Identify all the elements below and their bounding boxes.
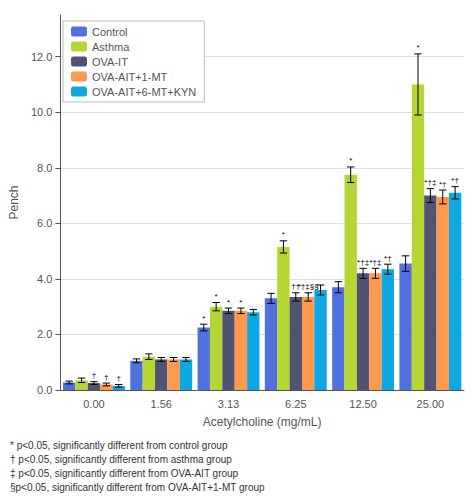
svg-text:3.13: 3.13: [218, 398, 239, 410]
svg-text:6.25: 6.25: [285, 398, 306, 410]
svg-text:† p<0.05, significantly differ: † p<0.05, significantly different from a…: [10, 454, 232, 465]
svg-text:Asthma: Asthma: [92, 41, 130, 53]
svg-text:§p<0.05, significantly differe: §p<0.05, significantly different from OV…: [10, 482, 265, 493]
svg-text:8.0: 8.0: [37, 162, 52, 174]
svg-text:*: *: [239, 298, 242, 307]
svg-text:*†‡: *†‡: [369, 258, 381, 267]
svg-text:*: *: [282, 230, 285, 239]
svg-text:4.0: 4.0: [37, 273, 52, 285]
svg-text:Control: Control: [92, 26, 127, 38]
svg-text:*: *: [215, 292, 218, 301]
svg-text:*†: *†: [439, 180, 447, 189]
svg-text:*†‡: *†‡: [357, 258, 369, 267]
svg-text:*†: *†: [384, 254, 392, 263]
svg-text:OVA-AIT+1-MT: OVA-AIT+1-MT: [92, 71, 168, 83]
svg-text:†: †: [92, 371, 96, 380]
svg-text:*: *: [416, 43, 419, 52]
svg-text:12.0: 12.0: [31, 51, 52, 63]
svg-text:1.56: 1.56: [151, 398, 172, 410]
svg-text:*†‡: *†‡: [424, 178, 436, 187]
svg-text:†: †: [104, 373, 108, 382]
svg-text:0.0: 0.0: [37, 384, 52, 396]
svg-text:10.0: 10.0: [31, 106, 52, 118]
svg-text:12.50: 12.50: [349, 398, 377, 410]
svg-text:*†‡§§: *†‡§§: [298, 282, 319, 291]
svg-text:*†: *†: [451, 176, 459, 185]
svg-text:25.00: 25.00: [417, 398, 445, 410]
svg-text:6.0: 6.0: [37, 217, 52, 229]
svg-text:Acetylcholine (mg/mL): Acetylcholine (mg/mL): [203, 415, 322, 429]
svg-text:*: *: [349, 156, 352, 165]
svg-text:0.00: 0.00: [83, 398, 104, 410]
svg-text:†: †: [116, 374, 120, 383]
svg-text:2.0: 2.0: [37, 328, 52, 340]
svg-text:*: *: [202, 314, 205, 323]
svg-text:‡ p<0.05, significantly differ: ‡ p<0.05, significantly different from O…: [10, 468, 239, 479]
svg-text:Pench: Pench: [7, 185, 21, 219]
svg-text:OVA-AIT+6-MT+KYN: OVA-AIT+6-MT+KYN: [92, 86, 196, 98]
svg-text:*: *: [227, 298, 230, 307]
svg-text:OVA-IT: OVA-IT: [92, 56, 128, 68]
svg-text:* p<0.05, significantly differ: * p<0.05, significantly different from c…: [10, 440, 228, 451]
